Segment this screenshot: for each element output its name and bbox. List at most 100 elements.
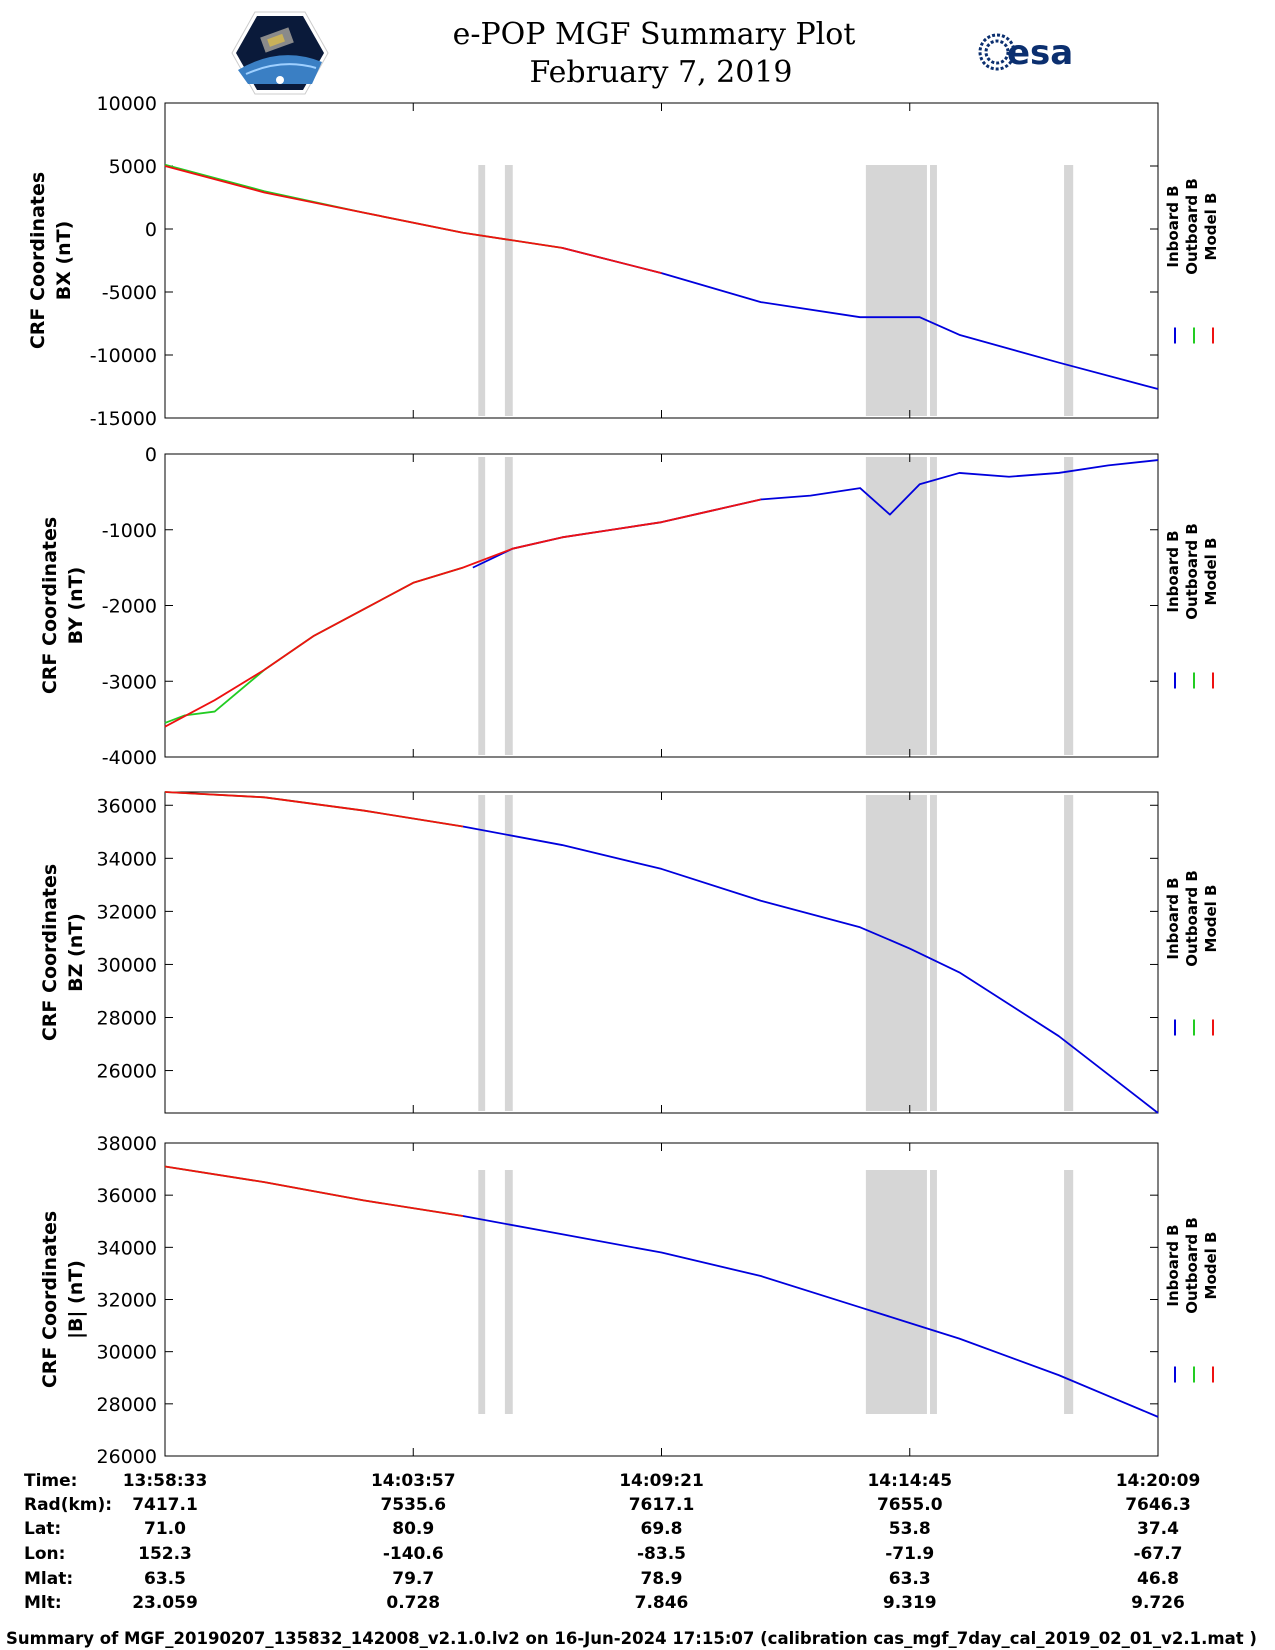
ephemeris-cell: 14:20:09 [1116, 1471, 1201, 1491]
ephemeris-cell: 14:14:45 [867, 1471, 952, 1491]
ytick-label: 34000 [97, 848, 157, 870]
ytick-label: -5000 [102, 282, 157, 304]
ephemeris-cell: 0.728 [386, 1593, 440, 1613]
ephemeris-row-label: Mlat: [24, 1569, 73, 1589]
panel-bt: 38000 36000 34000 32000 30000 28000 26000 CRF C… [39, 1133, 1220, 1468]
data-gap-3 [930, 457, 937, 755]
plot-frame-bz [164, 791, 1159, 1114]
series-outboard-line [164, 163, 563, 249]
ephemeris-cell: -140.6 [383, 1544, 444, 1564]
ytick-label: 10000 [97, 93, 157, 115]
data-gap-3 [930, 1170, 937, 1414]
legend-label: Model B [1202, 1232, 1220, 1300]
ytick-label: 0 [145, 444, 157, 466]
data-gap-0 [478, 457, 486, 755]
ephemeris-cell: -67.7 [1134, 1544, 1183, 1564]
data-gap-4 [1064, 795, 1074, 1111]
ephemeris-cell: 79.7 [392, 1569, 434, 1589]
footer-caption: Summary of MGF_20190207_135832_142008_v2… [6, 1629, 1257, 1648]
series-model-line [164, 165, 662, 274]
ytick-label: 30000 [97, 1342, 157, 1364]
ephemeris-cell: -83.5 [637, 1544, 686, 1564]
esa-logo: esa [978, 33, 1073, 73]
ylabel-line2: |B| (nT) [65, 1260, 87, 1339]
ephemeris-cell: 7646.3 [1125, 1495, 1191, 1515]
data-gap-1 [504, 165, 513, 416]
data-gap-0 [478, 165, 486, 416]
ephemeris-row-label: Mlt: [24, 1593, 62, 1613]
ytick-label: 36000 [97, 795, 157, 817]
legend-label: Model B [1202, 538, 1220, 606]
data-gap-4 [1064, 165, 1074, 416]
legend-label: Model B [1202, 193, 1220, 261]
ephemeris-cell: 53.8 [889, 1519, 931, 1539]
ylabel-line1: CRF Coordinates [39, 864, 61, 1041]
ytick-label: 32000 [97, 1290, 157, 1312]
legend-label: Inboard B [1164, 185, 1182, 267]
ephemeris-cell: 7417.1 [132, 1495, 198, 1515]
ylabel-line2: BY (nT) [65, 567, 87, 645]
data-gap-2 [865, 1170, 927, 1414]
ephemeris-cell: 7655.0 [877, 1495, 943, 1515]
ephemeris-cell: 23.059 [132, 1593, 198, 1613]
ytick-label: 0 [145, 219, 157, 241]
legend-label: Inboard B [1164, 530, 1182, 612]
ytick-label: 38000 [97, 1133, 157, 1155]
ephemeris-row-label: Time: [24, 1471, 77, 1491]
ephemeris-cell: 7617.1 [629, 1495, 695, 1515]
ytick-label: 36000 [97, 1185, 157, 1207]
ytick-label: 5000 [109, 156, 157, 178]
legend-label: Model B [1202, 885, 1220, 953]
ephemeris-cell: 46.8 [1137, 1569, 1179, 1589]
ytick-label: 26000 [97, 1446, 157, 1468]
ephemeris-row-label: Rad(km): [24, 1495, 112, 1515]
ytick-label: 34000 [97, 1237, 157, 1259]
data-gap-3 [930, 795, 937, 1111]
ephemeris-row-label: Lat: [24, 1519, 61, 1539]
plot-title: e-POP MGF Summary Plot [453, 17, 856, 52]
data-gap-3 [930, 165, 937, 416]
ephemeris-row-label: Lon: [24, 1544, 65, 1564]
series-inboard-line [561, 247, 1159, 390]
ephemeris-cell: 71.0 [144, 1519, 186, 1539]
legend-label: Inboard B [1164, 877, 1182, 959]
data-gap-1 [504, 1170, 513, 1414]
ephemeris-cell: 14:09:21 [619, 1471, 704, 1491]
ytick-label: -10000 [90, 345, 157, 367]
ephemeris-cell: 78.9 [641, 1569, 683, 1589]
legend-label: Outboard B [1183, 870, 1201, 967]
ephemeris-cell: 14:03:57 [371, 1471, 456, 1491]
ylabel-line1: CRF Coordinates [39, 517, 61, 694]
data-gap-1 [504, 795, 513, 1111]
ylabel-line1: CRF Coordinates [27, 172, 49, 349]
ephemeris-cell: 37.4 [1137, 1519, 1179, 1539]
plot-date: February 7, 2019 [529, 55, 792, 90]
legend-label: Inboard B [1164, 1224, 1182, 1306]
ephemeris-cell: 80.9 [392, 1519, 434, 1539]
data-gap-2 [865, 165, 927, 416]
ephemeris-cell: 7.846 [635, 1593, 689, 1613]
data-gap-1 [504, 457, 513, 755]
plot-frame-by [164, 453, 1159, 758]
ylabel-line1: CRF Coordinates [39, 1211, 61, 1388]
plot-frame-bx [164, 102, 1159, 419]
data-gap-0 [478, 795, 486, 1111]
ephemeris-cell: 9.319 [883, 1593, 937, 1613]
legend-label: Outboard B [1183, 178, 1201, 275]
ephemeris-cell: -71.9 [885, 1544, 934, 1564]
panel-by: 0 -1000 -2000 -3000 -4000 CRF Coordinates BY (… [39, 444, 1220, 769]
legend-label: Outboard B [1183, 1217, 1201, 1314]
ytick-label: 28000 [97, 1007, 157, 1029]
ytick-label: 30000 [97, 954, 157, 976]
series-outboard-line [164, 566, 464, 724]
ytick-label: -2000 [102, 596, 157, 618]
ephemeris-cell: 9.726 [1131, 1593, 1185, 1613]
data-gap-2 [865, 795, 927, 1111]
ephemeris-cell: 63.3 [889, 1569, 931, 1589]
cassiope-logo [231, 11, 329, 95]
series-inboard-line [462, 825, 1159, 1114]
ephemeris-cell: 152.3 [138, 1544, 192, 1564]
ytick-label: 32000 [97, 901, 157, 923]
panel-bx: 10000 5000 0 -5000 -10000 -15000 CRF Coordinat… [27, 93, 1220, 430]
